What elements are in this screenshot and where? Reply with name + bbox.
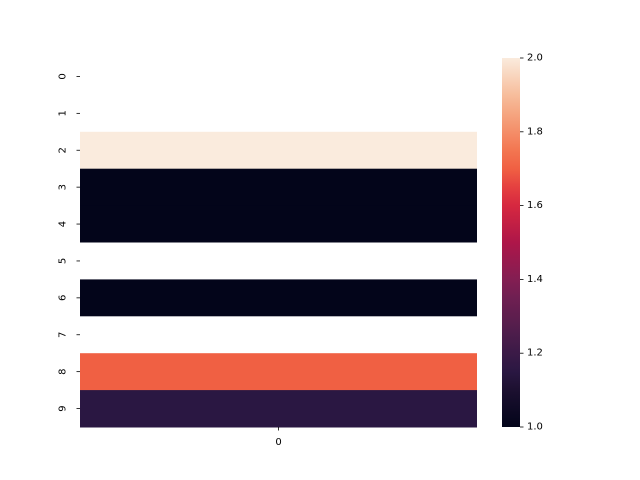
heatmap-cell-row-1 <box>80 94 477 133</box>
heatmap-cell-row-0 <box>80 58 477 96</box>
y-tick-label: 6 <box>58 295 69 301</box>
colorbar-tick-label: 1.8 <box>527 126 543 137</box>
x-axis: 0 <box>275 427 282 448</box>
heatmap-cells <box>80 58 477 428</box>
heatmap-cell-row-4 <box>80 205 477 243</box>
y-tick-label: 3 <box>58 184 69 190</box>
colorbar <box>502 58 520 427</box>
y-tick-label: 8 <box>58 368 69 374</box>
heatmap-cell-row-9 <box>80 390 477 428</box>
x-tick-label: 0 <box>275 437 281 448</box>
y-tick-label: 2 <box>58 147 69 153</box>
heatmap-cell-row-3 <box>80 168 477 207</box>
colorbar-axis: 1.0 1.2 1.4 1.6 1.8 2.0 <box>520 53 543 433</box>
heatmap-cell-row-7 <box>80 316 477 354</box>
heatmap-cell-row-6 <box>80 279 477 317</box>
y-axis: 0 1 2 3 4 5 6 7 8 9 <box>58 73 80 412</box>
colorbar-tick-label: 1.4 <box>527 274 543 285</box>
colorbar-tick-label: 1.0 <box>527 422 543 433</box>
y-tick-label: 1 <box>58 110 69 116</box>
y-tick-label: 0 <box>58 73 69 79</box>
y-tick-label: 7 <box>58 332 69 338</box>
colorbar-tick-label: 2.0 <box>527 53 543 64</box>
colorbar-tick-label: 1.2 <box>527 348 543 359</box>
heatmap-cell-row-5 <box>80 242 477 280</box>
colorbar-tick-label: 1.6 <box>527 200 543 211</box>
y-tick-label: 4 <box>58 221 69 227</box>
y-tick-label: 5 <box>58 258 69 264</box>
heatmap-cell-row-2 <box>80 131 477 170</box>
heatmap-cell-row-8 <box>80 353 477 391</box>
y-tick-label: 9 <box>58 405 69 411</box>
